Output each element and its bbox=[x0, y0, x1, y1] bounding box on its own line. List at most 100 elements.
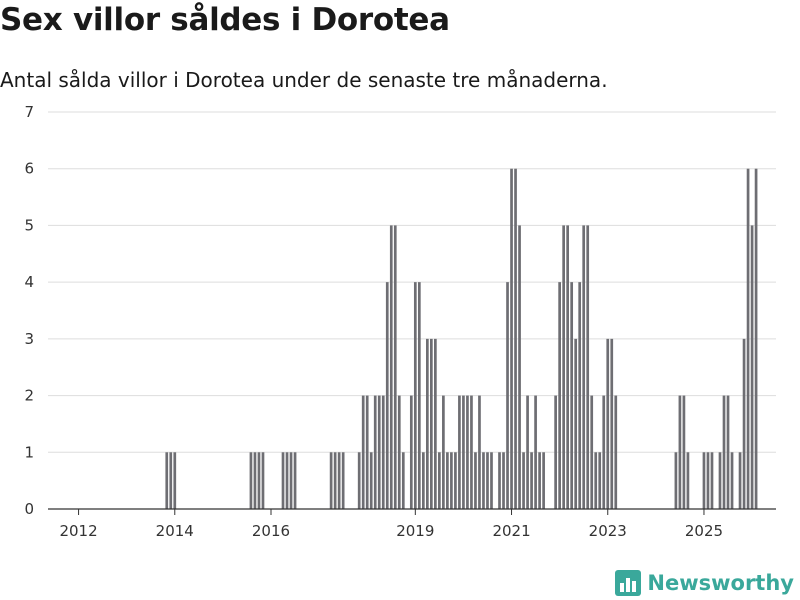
bar bbox=[482, 452, 485, 509]
bar bbox=[478, 395, 481, 509]
bar bbox=[726, 395, 730, 509]
bar bbox=[377, 395, 381, 509]
bar bbox=[397, 395, 401, 509]
bar bbox=[606, 338, 610, 509]
bar bbox=[518, 225, 521, 509]
bar bbox=[738, 452, 742, 509]
bar bbox=[393, 225, 397, 509]
bar bbox=[421, 452, 425, 509]
bar bbox=[566, 225, 570, 509]
bar bbox=[674, 452, 678, 509]
bar bbox=[169, 452, 173, 509]
bar bbox=[610, 338, 614, 509]
bar bbox=[165, 452, 169, 509]
y-tick-label: 1 bbox=[24, 443, 34, 461]
bar bbox=[678, 395, 682, 509]
bar bbox=[490, 452, 493, 509]
page-title: Sex villor såldes i Dorotea bbox=[0, 2, 450, 38]
bar bbox=[365, 395, 369, 509]
brand-name: Newsworthy bbox=[647, 571, 794, 595]
bar bbox=[730, 452, 734, 509]
bar bbox=[686, 452, 690, 509]
bar bbox=[486, 452, 489, 509]
bar bbox=[722, 395, 726, 509]
bar bbox=[381, 395, 385, 509]
bar bbox=[434, 338, 437, 509]
bar bbox=[746, 168, 750, 509]
bar bbox=[466, 395, 469, 509]
bar bbox=[438, 452, 441, 509]
bar bbox=[454, 452, 457, 509]
bar bbox=[373, 395, 377, 509]
grid-layer bbox=[48, 111, 776, 453]
bar bbox=[281, 452, 285, 509]
bar bbox=[750, 225, 754, 509]
bar bbox=[498, 452, 501, 509]
bar bbox=[462, 395, 465, 509]
bar bbox=[742, 338, 746, 509]
bar bbox=[329, 452, 333, 509]
bar bbox=[530, 452, 533, 509]
bar bbox=[442, 395, 445, 509]
bar bbox=[718, 452, 722, 509]
bar bbox=[526, 395, 529, 509]
bar bbox=[682, 395, 686, 509]
y-tick-label: 6 bbox=[24, 160, 34, 178]
bar bbox=[470, 395, 473, 509]
y-tick-label: 7 bbox=[24, 103, 34, 121]
data-label: 6 bbox=[784, 0, 793, 4]
bars-layer bbox=[165, 168, 758, 509]
labels-layer: 6 bbox=[784, 0, 793, 4]
bar bbox=[558, 282, 561, 509]
bar bbox=[510, 168, 513, 509]
bar bbox=[389, 225, 393, 509]
bar bbox=[426, 338, 429, 509]
bar bbox=[710, 452, 714, 509]
bar bbox=[369, 452, 373, 509]
bar bbox=[337, 452, 341, 509]
bar bbox=[293, 452, 297, 509]
bar bbox=[446, 452, 449, 509]
bar bbox=[333, 452, 337, 509]
x-tick-label: 2016 bbox=[252, 522, 290, 540]
x-tick-label: 2012 bbox=[59, 522, 97, 540]
page-subtitle: Antal sålda villor i Dorotea under de se… bbox=[0, 68, 608, 92]
x-tick-label: 2021 bbox=[492, 522, 530, 540]
bar bbox=[598, 452, 602, 509]
bar bbox=[409, 395, 413, 509]
bar bbox=[590, 395, 594, 509]
bar bbox=[614, 395, 618, 509]
bar bbox=[706, 452, 710, 509]
bar bbox=[257, 452, 261, 509]
newsworthy-logo-icon bbox=[615, 570, 642, 596]
bar bbox=[570, 282, 574, 509]
y-tick-label: 3 bbox=[24, 330, 34, 348]
bar bbox=[413, 282, 417, 509]
bar bbox=[385, 282, 389, 509]
x-tick-label: 2025 bbox=[685, 522, 723, 540]
bar bbox=[602, 395, 606, 509]
bar bbox=[578, 282, 582, 509]
bar bbox=[261, 452, 265, 509]
bar bbox=[514, 168, 517, 509]
bar bbox=[417, 282, 421, 509]
bar bbox=[450, 452, 453, 509]
x-tick-label: 2019 bbox=[396, 522, 434, 540]
bar bbox=[542, 452, 545, 509]
bar bbox=[538, 452, 541, 509]
bar bbox=[173, 452, 177, 509]
y-tick-label: 5 bbox=[24, 216, 34, 234]
bar bbox=[534, 395, 537, 509]
axis-layer: 0 1 2 3 4 5 6 7 2012 2014 2016 2019 2021 2023 2025 bbox=[24, 103, 776, 540]
bar bbox=[574, 338, 578, 509]
bar bbox=[554, 395, 557, 509]
brand-logo[interactable]: Newsworthy bbox=[615, 570, 794, 596]
bar bbox=[522, 452, 525, 509]
bar bbox=[289, 452, 293, 509]
bar bbox=[458, 395, 461, 509]
y-tick-label: 4 bbox=[24, 273, 34, 291]
bar bbox=[594, 452, 598, 509]
x-tick-label: 2023 bbox=[589, 522, 627, 540]
bar bbox=[702, 452, 706, 509]
bar bbox=[586, 225, 590, 509]
